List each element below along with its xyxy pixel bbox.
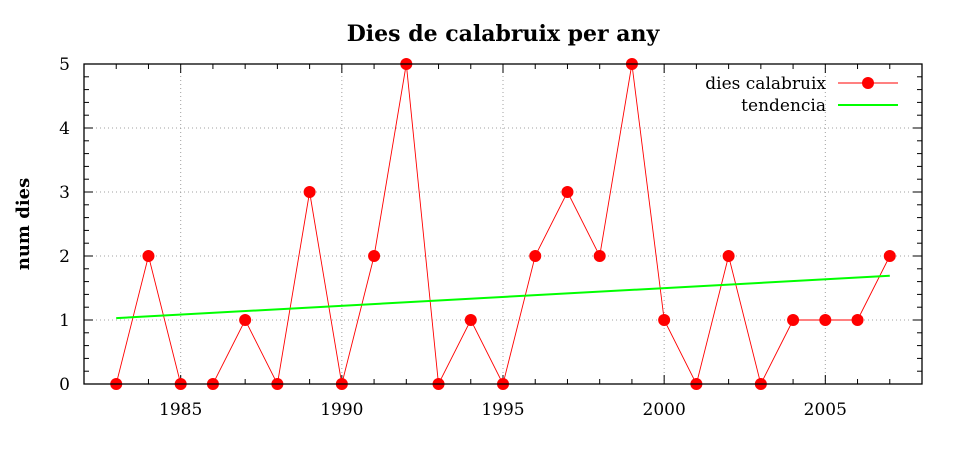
x-tick-label: 1985: [159, 400, 202, 420]
legend-label: tendencia: [741, 96, 826, 116]
y-tick-label: 1: [59, 311, 70, 331]
x-tick-label: 2000: [643, 400, 686, 420]
hail-days-point: [658, 314, 671, 326]
hail-days-point: [787, 314, 800, 326]
hail-days-point: [464, 314, 477, 326]
hail-days-point: [529, 250, 542, 262]
x-tick-label: 1990: [320, 400, 363, 420]
hail-days-point: [722, 250, 735, 262]
plot-frame: [83, 63, 923, 385]
hail-days-point: [819, 314, 832, 326]
hail-days-point: [883, 250, 896, 262]
tick-labels: 1985 1990 1995 2000 2005 0 1 2 3 4 5: [59, 55, 847, 420]
y-tick-label: 3: [59, 183, 70, 203]
y-tick-label: 2: [59, 247, 70, 267]
hail-days-point: [142, 250, 155, 262]
hail-days-point: [561, 186, 574, 198]
hail-days-point: [593, 250, 606, 262]
x-tick-label: 2005: [804, 400, 847, 420]
y-axis-label: num dies: [13, 178, 34, 271]
hail-days-point: [368, 250, 381, 262]
trend-series-line: [116, 274, 890, 320]
y-tick-label: 5: [59, 55, 70, 75]
y-tick-label: 4: [59, 119, 70, 139]
x-tick-label: 1995: [481, 400, 524, 420]
chart-title: Dies de calabruix per any: [347, 21, 661, 47]
hail-days-point: [851, 314, 864, 326]
hail-days-point: [303, 186, 316, 198]
y-tick-label: 0: [59, 375, 70, 395]
grid-lines: [84, 64, 922, 384]
legend-label: dies calabruix: [705, 74, 826, 94]
legend-marker-sample: [862, 77, 874, 89]
hail-days-point: [239, 314, 252, 326]
